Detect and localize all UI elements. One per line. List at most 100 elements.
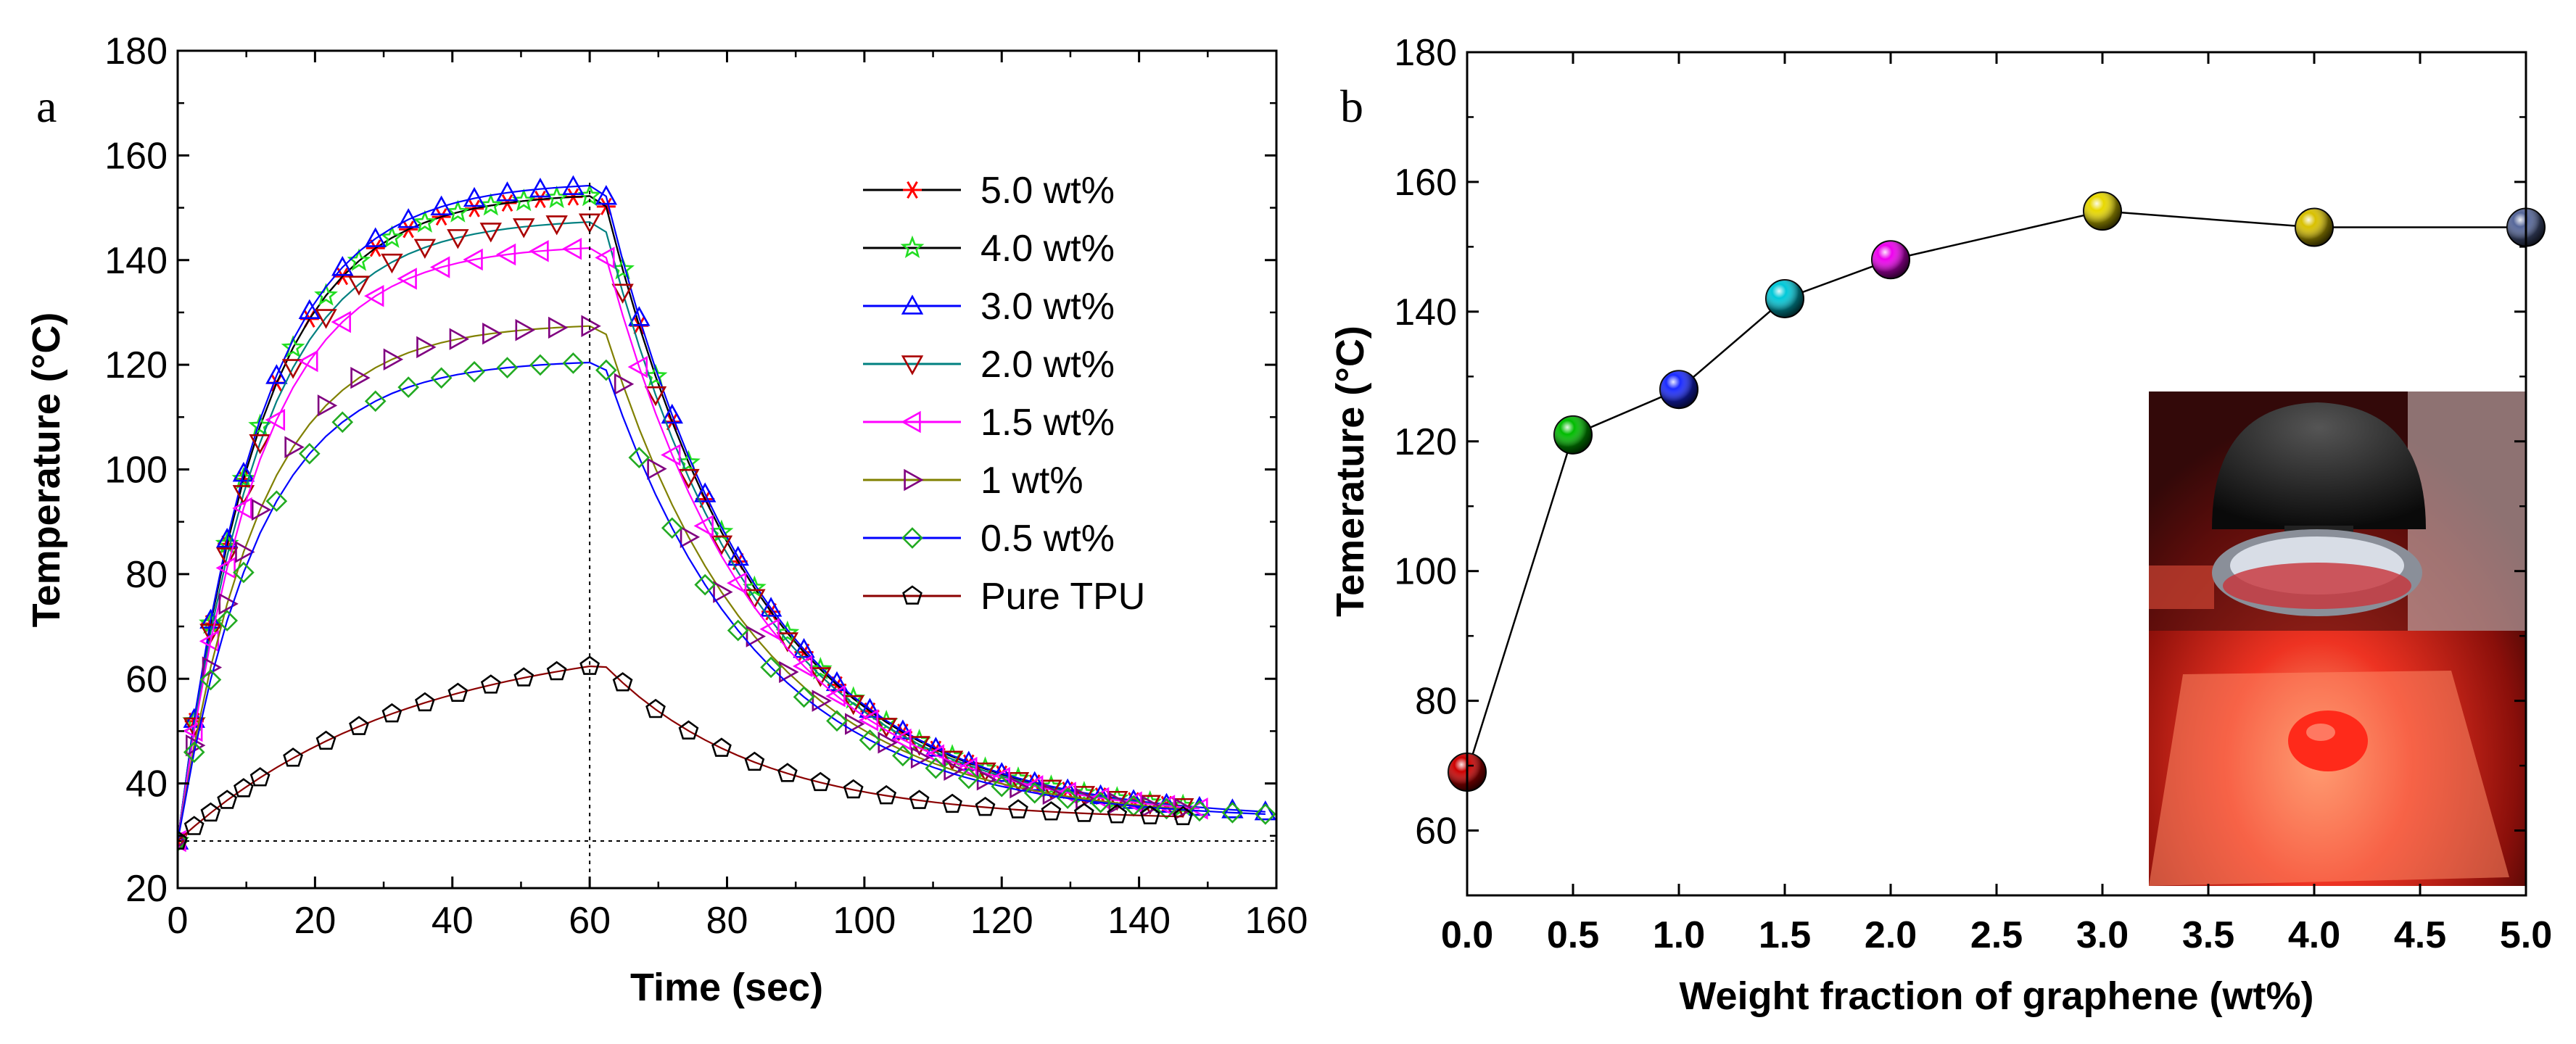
panel-a-x-tick-label: 120 [970,900,1033,942]
legend-entry: 5.0 wt% [863,170,1115,212]
panel-a-data-point [1155,798,1178,820]
panel-b-x-tick-label: 1.0 [1653,914,1705,956]
panel-a-data-point [364,285,384,307]
panel-a-data-point [233,561,255,584]
panel-a-data-point [746,625,767,647]
panel-a-data-point [661,444,681,466]
panel-a-data-point [726,571,747,594]
panel-b-x-axis-title: Weight fraction of graphene (wt%) [1680,974,2314,1018]
panel-a-data-point [808,657,833,680]
panel-a-series-line [178,184,1266,842]
panel-b-x-tick-label: 2.5 [1970,914,2023,956]
panel-a-data-point [825,684,846,708]
panel-a-data-point [711,737,732,757]
panel-a-data-point [661,403,683,424]
panel-a-data-point [298,299,321,320]
panel-a-data-point [812,689,832,712]
legend-marker [901,527,923,549]
panel-a-y-tick-label: 160 [104,135,168,177]
panel-a-data-point [217,790,238,809]
panel-a-data-point [251,498,272,521]
panel-a-data-point [463,248,483,271]
panel-a-data-point [183,717,205,738]
panel-a-data-point [561,238,582,260]
panel-a-y-tick-label: 120 [104,344,168,386]
panel-a-data-point [496,181,519,202]
panel-a-data-point [713,581,733,603]
panel-a-data-point [826,710,848,732]
panel-a-y-tick-label: 20 [125,868,168,910]
panel-a-data-point [234,778,254,798]
panel-b-data-point [1871,240,1910,280]
panel-a-data-point [925,757,947,779]
panel-a-data-point [1221,802,1244,824]
panel-a-data-point [957,767,980,790]
panel-a-data-point [975,796,996,816]
panel-a-data-point [562,175,585,195]
panel-a-data-point [775,620,800,644]
panel-a-data-point [430,367,453,389]
panel-a-chart: a 0 20 40 60 80 100 120 140 16020406080100120140… [25,30,1308,1009]
panel-a-x-tick-label: 0 [168,900,189,942]
legend-marker [901,355,924,376]
legend-label: 5.0 wt% [981,170,1115,212]
panel-a-data-point [776,632,799,652]
panel-a-data-point [892,745,914,767]
panel-a-data-point [350,366,371,389]
panel-a-data-point [548,316,569,339]
panel-a-data-point [317,394,338,417]
panel-a-data-point [397,268,417,290]
legend-entry: 1 wt% [863,460,1083,502]
panel-a-data-point [612,672,633,692]
panel-a-data-point [680,526,701,548]
legend-entry: 3.0 wt% [863,286,1115,328]
panel-a-data-point [1057,787,1078,809]
panel-a-data-point [614,373,635,396]
panel-a-data-point [331,411,354,434]
panel-a-data-point [284,436,305,458]
panel-a-x-tick-label: 20 [294,900,336,942]
panel-a-data-point [611,283,634,304]
panel-a-data-point [578,213,601,233]
panel-a-data-point [644,386,667,407]
panel-a-data-point [397,208,420,228]
panel-b-y-tick-label: 120 [1394,421,1457,463]
panel-a-series-line [178,665,1184,842]
legend-entry: 4.0 wt% [863,228,1115,270]
panel-a-data-point [283,747,303,767]
panel-b-y-tick-label: 60 [1415,811,1457,853]
panel-b-y-tick-label: 80 [1415,681,1457,723]
panel-b-x-tick-label: 2.0 [1865,914,1917,956]
panel-a-data-point [940,744,965,767]
panel-a-series-layer [178,175,1276,853]
panel-a-data-point [991,762,1013,782]
panel-a-data-point [546,660,567,681]
panel-b-y-tick-label: 100 [1394,551,1457,593]
panel-a-data-point [347,276,371,296]
panel-a-data-point [742,575,767,598]
panel-a-data-point [727,545,749,566]
panel-a-y-tick-label: 180 [104,30,168,72]
panel-a-data-point [793,638,815,658]
panel-b-y-tick-label: 140 [1394,291,1457,334]
panel-a-y-tick-label: 100 [104,450,168,492]
panel-b-data-point [2083,191,2122,231]
panel-a-data-point [529,178,552,198]
legend-label: 1.5 wt% [981,402,1115,444]
panel-a-data-point [511,188,536,212]
panel-a-data-point [891,728,912,751]
legend-marker [902,585,922,605]
panel-a-reference-lines [178,181,1276,888]
panel-a-data-point [1008,799,1028,819]
panel-b-y-tick-label: 160 [1394,162,1457,204]
panel-a-x-axis-title: Time (sec) [630,966,823,1009]
panel-a-data-point [891,719,915,740]
legend-entry: 2.0 wt% [863,344,1115,386]
panel-a-data-point [364,227,387,247]
panel-a-data-point [216,610,239,631]
panel-b-x-tick-label: 0.0 [1441,914,1493,956]
panel-a-x-tick-label: 100 [833,900,896,942]
panel-a-data-point [1254,800,1276,821]
legend-marker [901,410,921,434]
